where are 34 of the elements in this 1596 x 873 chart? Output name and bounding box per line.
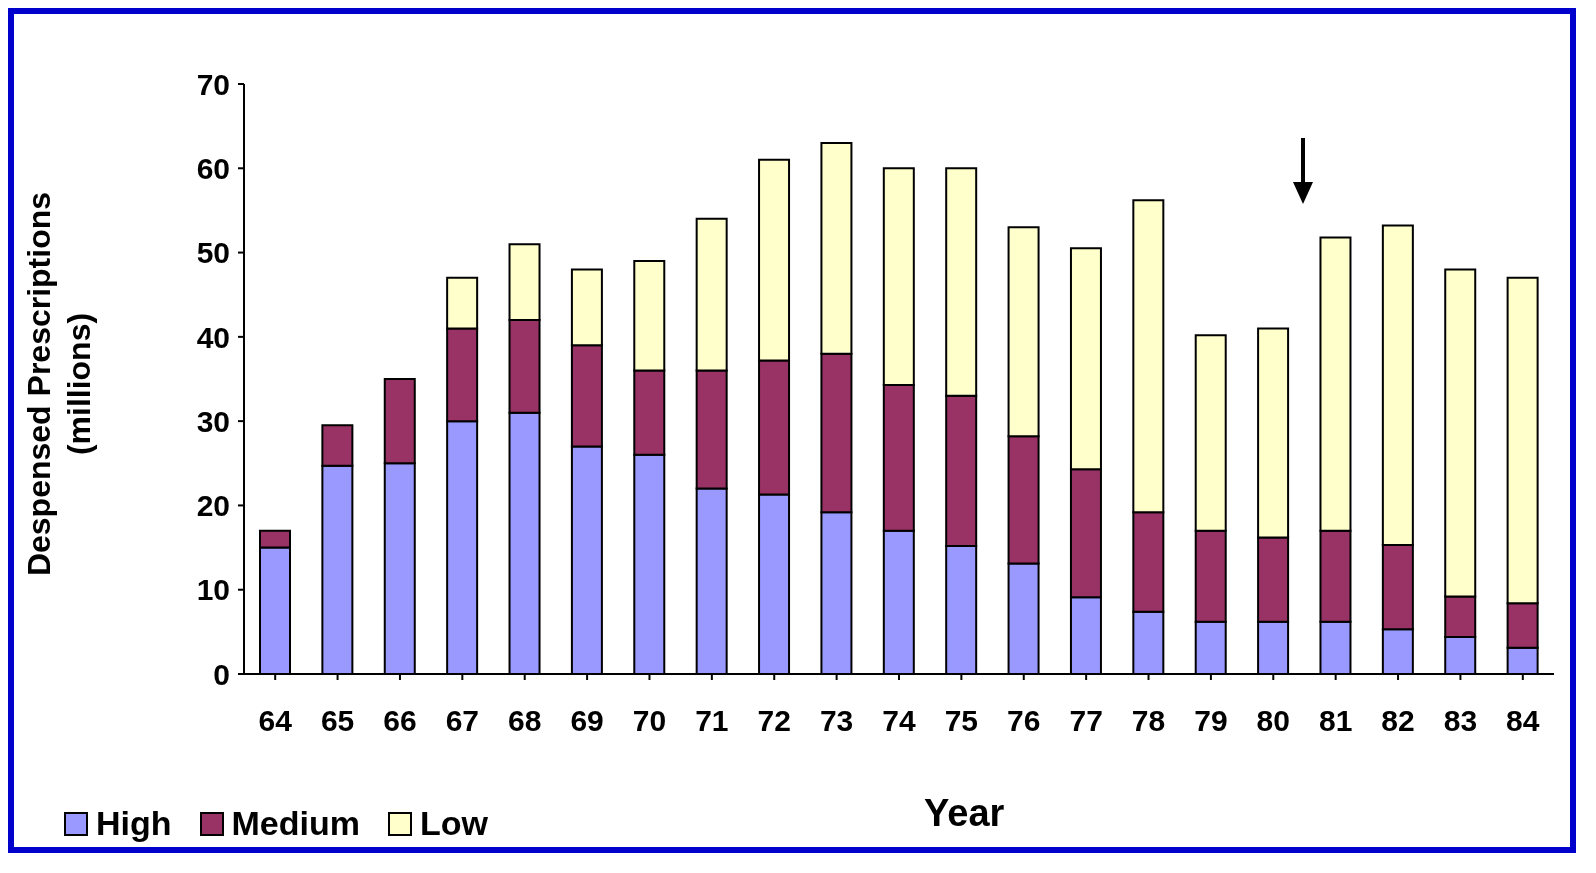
x-tick-label: 65 <box>320 704 355 738</box>
x-tick-label: 64 <box>258 704 293 738</box>
x-tick-label: 77 <box>1069 704 1103 738</box>
x-tick-label: 75 <box>944 704 979 738</box>
x-tick-label: 82 <box>1381 704 1415 738</box>
y-tick-label: 10 <box>196 573 230 607</box>
x-tick-label: 71 <box>695 704 729 738</box>
y-tick-label: 40 <box>196 320 230 354</box>
x-tick-label: 72 <box>757 704 791 738</box>
x-tick-label: 80 <box>1256 704 1290 738</box>
x-tick-label: 83 <box>1443 704 1478 738</box>
y-tick-label: 70 <box>196 67 230 101</box>
x-tick-label: 69 <box>570 704 604 738</box>
y-tick-label: 60 <box>196 151 230 185</box>
x-tick-label: 66 <box>383 704 417 738</box>
x-tick-label: 73 <box>819 704 854 738</box>
legend-label: Medium <box>231 804 360 843</box>
x-tick-label: 68 <box>508 704 542 738</box>
x-tick-label: 79 <box>1194 704 1228 738</box>
y-tick-label: 0 <box>213 657 230 691</box>
x-tick-label: 70 <box>632 704 667 738</box>
y-tick-label: 50 <box>196 236 230 270</box>
y-tick-label: 20 <box>196 489 230 523</box>
x-tick-label: 67 <box>445 704 480 738</box>
y-tick-label: 30 <box>196 404 230 438</box>
x-tick-label: 78 <box>1131 704 1166 738</box>
legend-label: High <box>96 804 172 843</box>
x-axis-title: Year <box>924 792 1005 835</box>
legend-label: Low <box>420 804 488 843</box>
x-tick-label: 81 <box>1318 704 1353 738</box>
y-axis-title: Despensed Prescriptions (millions) <box>20 190 98 579</box>
x-tick-label: 74 <box>882 704 916 738</box>
x-tick-label: 76 <box>1007 704 1041 738</box>
x-tick-label: 84 <box>1506 704 1540 738</box>
